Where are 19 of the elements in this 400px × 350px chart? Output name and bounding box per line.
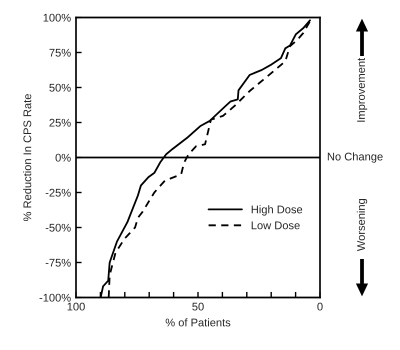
x-tick-label: 0 bbox=[317, 302, 323, 311]
legend-label: Low Dose bbox=[252, 222, 300, 230]
x-tick-label: 100 bbox=[68, 302, 85, 311]
y-tick-label: -75% bbox=[46, 258, 71, 267]
y-tick-label: 25% bbox=[49, 118, 71, 127]
y-tick-label: -100% bbox=[40, 294, 71, 302]
text: Worsening bbox=[356, 198, 368, 252]
legend-label: High Dose bbox=[252, 205, 302, 216]
text: Improvement bbox=[357, 58, 368, 122]
y-tick-label: -50% bbox=[46, 224, 71, 232]
x-tick-label: 50 bbox=[192, 302, 204, 311]
y-axis-title: % Reduction In CPS Rate bbox=[23, 94, 32, 222]
y-tick-label: -25% bbox=[46, 188, 71, 197]
y-tick-label: 100% bbox=[44, 14, 71, 22]
ref-line-label: No Change bbox=[328, 152, 383, 163]
y-tick-label: 0% bbox=[56, 154, 71, 162]
y-tick-label: 75% bbox=[49, 48, 71, 57]
y-tick-label: 50% bbox=[49, 84, 71, 92]
x-axis-title: % of Patients bbox=[166, 318, 230, 326]
